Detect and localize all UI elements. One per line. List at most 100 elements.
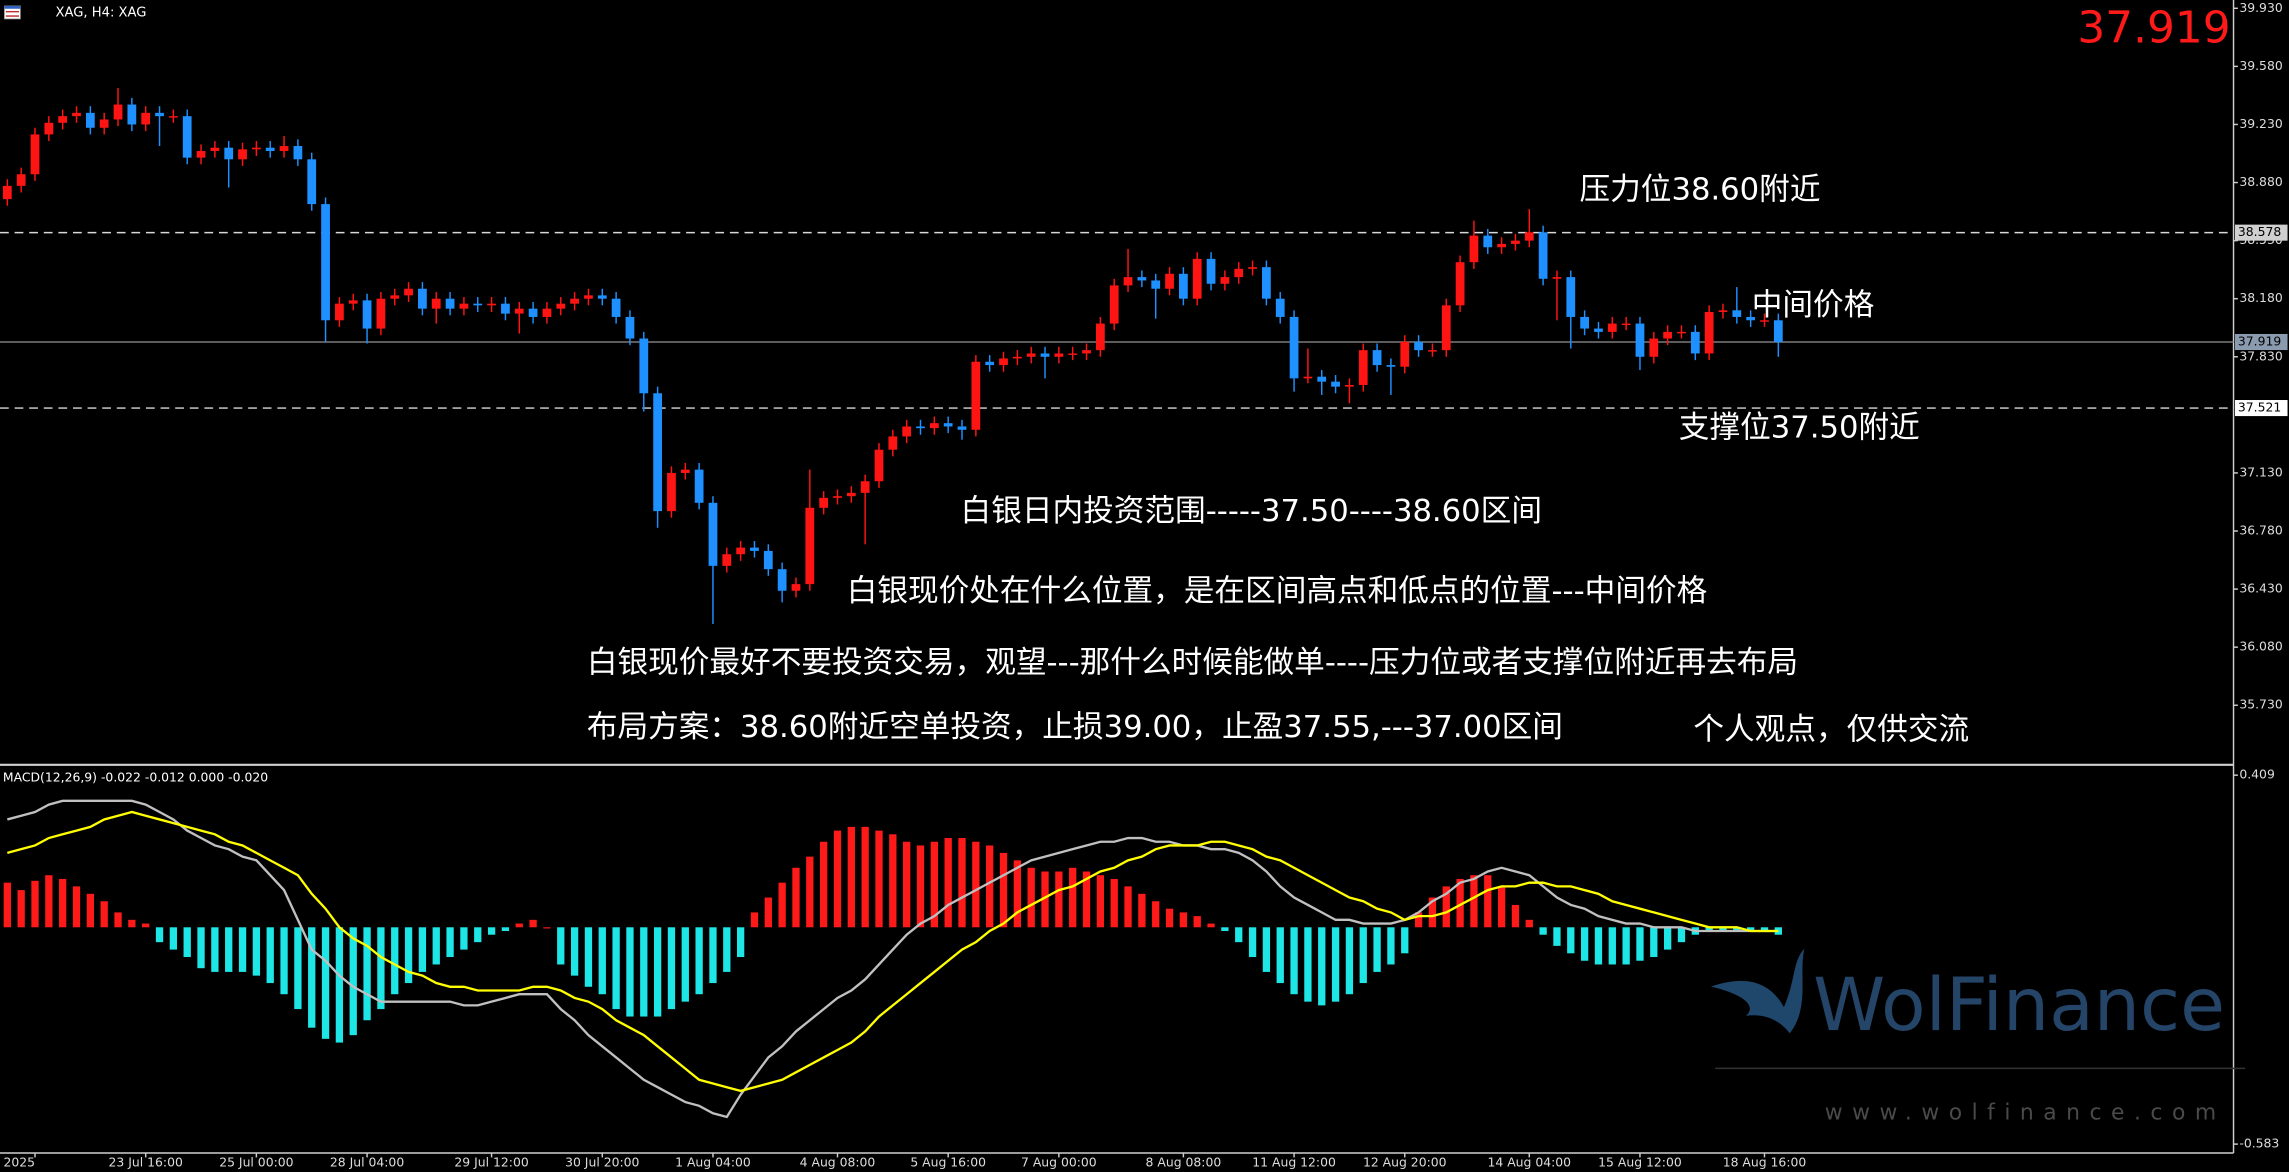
candle-body	[1690, 331, 1700, 354]
candle-body	[1773, 320, 1783, 343]
histogram-bar	[1304, 927, 1312, 1002]
annotation: 支撑位37.50附近	[1679, 411, 1920, 446]
histogram-bar	[903, 841, 911, 928]
candle-body	[860, 481, 870, 493]
candle-body	[570, 298, 579, 304]
candle-body	[1497, 243, 1506, 248]
candle-body	[210, 147, 220, 152]
candle-body	[1137, 277, 1147, 281]
candle-body	[957, 426, 967, 430]
histogram-bar	[1082, 871, 1091, 928]
candle-body	[1358, 350, 1368, 385]
candle-body	[44, 122, 54, 135]
histogram-bar	[1456, 878, 1464, 928]
y-tick-label: 35.730	[2239, 697, 2282, 712]
histogram-bar	[1290, 927, 1298, 995]
candle-body	[431, 298, 441, 309]
candle-body	[528, 308, 538, 317]
y-tick-label: 38.880	[2239, 174, 2282, 189]
histogram-bar	[1165, 908, 1174, 928]
x-tick-label: 7 Aug 00:00	[1021, 1155, 1097, 1170]
histogram-bar	[1235, 927, 1243, 943]
histogram-bar	[1747, 927, 1755, 932]
candle-body	[514, 308, 524, 314]
candle-body	[625, 316, 635, 339]
candle-body	[1095, 323, 1105, 351]
histogram-bar	[1221, 927, 1229, 932]
histogram-bar	[889, 834, 897, 928]
level-box	[2234, 400, 2288, 417]
candle-body	[722, 554, 732, 566]
histogram-bar	[916, 845, 925, 928]
histogram-bar	[1276, 927, 1284, 984]
histogram-bar	[142, 923, 150, 928]
y-tick-label: 0.409	[2239, 767, 2275, 782]
histogram-bar	[391, 927, 399, 995]
candle-body	[1068, 353, 1078, 355]
candle-body	[1054, 353, 1064, 357]
histogram-bar	[557, 927, 565, 965]
histogram-bar	[750, 912, 759, 928]
histogram-bar	[944, 838, 952, 928]
y-tick-label: -0.583	[2239, 1136, 2279, 1151]
y-tick-label: 38.180	[2239, 290, 2282, 305]
candle-body	[58, 116, 68, 123]
annotation: 白银日内投资范围-----37.50----38.60区间	[961, 494, 1542, 529]
histogram-bar	[820, 841, 828, 928]
histogram-bar	[1401, 927, 1409, 954]
candle-body	[279, 146, 289, 152]
candle-body	[943, 423, 953, 427]
histogram-bar	[972, 841, 980, 928]
candle-body	[708, 502, 718, 566]
histogram-bar	[1663, 927, 1672, 950]
symbol-title: XAG, H4: XAG	[55, 6, 146, 21]
candle-body	[1428, 350, 1437, 352]
candle-body	[1677, 331, 1686, 334]
histogram-bar	[280, 927, 288, 995]
candle-body	[1123, 277, 1133, 286]
candle-body	[736, 547, 746, 555]
level-label: 38.578	[2238, 224, 2281, 239]
histogram-bar	[1428, 897, 1437, 928]
candle-body	[985, 361, 995, 366]
watermark-brand: WolFinance	[1813, 963, 2225, 1048]
histogram-bar	[1608, 927, 1616, 965]
candle-body	[72, 112, 81, 117]
histogram-bar	[349, 927, 357, 1036]
candle-body	[971, 361, 981, 430]
histogram-bar	[1622, 927, 1630, 965]
histogram-bar	[225, 927, 233, 972]
candle-body	[888, 436, 898, 450]
candle-body	[791, 584, 801, 591]
histogram-bar	[100, 901, 108, 928]
x-tick-label: 8 Aug 08:00	[1146, 1155, 1222, 1170]
candle-body	[445, 298, 455, 309]
candle-body	[85, 112, 95, 128]
watermark-url: www.wolfinance.com	[1825, 1101, 2226, 1126]
watermark-logo	[1710, 948, 1805, 1034]
candle-body	[750, 547, 759, 551]
candle-body	[1663, 331, 1673, 339]
histogram-bar	[59, 878, 67, 928]
candle-body	[141, 112, 151, 125]
candle-body	[182, 116, 192, 158]
candle-body	[1594, 328, 1603, 332]
histogram-bar	[294, 927, 302, 1010]
candle-body	[224, 147, 234, 160]
candle-body	[1566, 277, 1576, 317]
histogram-bar	[474, 927, 482, 943]
histogram-bar	[778, 882, 786, 928]
candle-body	[1372, 350, 1382, 366]
candle-body	[1345, 384, 1354, 387]
candle-body	[1109, 285, 1119, 324]
candle-body	[348, 300, 358, 304]
histogram-bar	[1636, 927, 1644, 961]
candle-body	[1206, 258, 1216, 284]
histogram-bar	[1774, 927, 1782, 935]
candle-body	[763, 550, 773, 570]
histogram-bar	[1055, 871, 1063, 928]
candle-body	[1289, 316, 1299, 379]
histogram-bar	[1442, 886, 1450, 928]
current-price: 37.919	[2077, 3, 2230, 54]
histogram-bar	[695, 927, 703, 995]
